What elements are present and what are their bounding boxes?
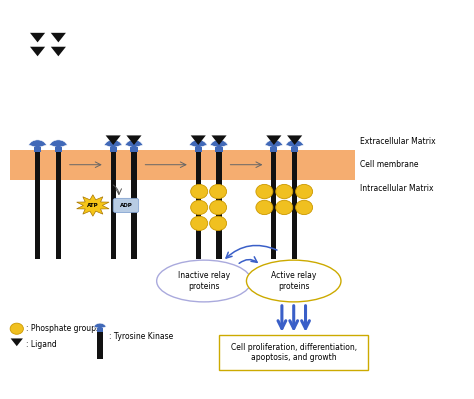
Text: : Phosphate groups: : Phosphate groups bbox=[26, 324, 100, 333]
Text: Cell membrane: Cell membrane bbox=[360, 160, 419, 169]
FancyBboxPatch shape bbox=[97, 329, 102, 359]
Polygon shape bbox=[106, 135, 121, 145]
FancyBboxPatch shape bbox=[196, 148, 201, 259]
Ellipse shape bbox=[246, 260, 341, 302]
Text: : Tyrosine Kinase: : Tyrosine Kinase bbox=[109, 332, 173, 341]
Wedge shape bbox=[190, 140, 207, 148]
FancyBboxPatch shape bbox=[195, 147, 202, 152]
Polygon shape bbox=[30, 47, 45, 56]
Text: Inactive relay
proteins: Inactive relay proteins bbox=[178, 271, 230, 291]
Circle shape bbox=[276, 184, 293, 199]
Wedge shape bbox=[265, 140, 283, 148]
Polygon shape bbox=[266, 135, 282, 145]
Text: Intracellular Matrix: Intracellular Matrix bbox=[360, 184, 433, 193]
Polygon shape bbox=[127, 135, 142, 145]
FancyBboxPatch shape bbox=[216, 147, 223, 152]
Wedge shape bbox=[210, 140, 228, 148]
FancyBboxPatch shape bbox=[110, 148, 116, 259]
Wedge shape bbox=[49, 140, 67, 148]
Wedge shape bbox=[104, 140, 122, 148]
Text: Active relay
proteins: Active relay proteins bbox=[271, 271, 317, 291]
FancyBboxPatch shape bbox=[131, 148, 137, 259]
Circle shape bbox=[210, 200, 227, 215]
Polygon shape bbox=[211, 135, 227, 145]
Polygon shape bbox=[191, 135, 206, 145]
Text: Cell proliferation, differentiation,
apoptosis, and growth: Cell proliferation, differentiation, apo… bbox=[231, 343, 357, 362]
Circle shape bbox=[191, 184, 208, 199]
Ellipse shape bbox=[156, 260, 251, 302]
FancyBboxPatch shape bbox=[97, 328, 103, 332]
Text: Extracellular Matrix: Extracellular Matrix bbox=[360, 137, 436, 146]
FancyBboxPatch shape bbox=[55, 147, 62, 152]
FancyBboxPatch shape bbox=[270, 147, 277, 152]
Polygon shape bbox=[30, 33, 45, 42]
Wedge shape bbox=[286, 140, 303, 148]
Circle shape bbox=[210, 216, 227, 231]
Circle shape bbox=[256, 184, 273, 199]
Polygon shape bbox=[10, 338, 23, 346]
Polygon shape bbox=[77, 195, 109, 216]
Circle shape bbox=[191, 216, 208, 231]
FancyBboxPatch shape bbox=[291, 147, 298, 152]
FancyBboxPatch shape bbox=[34, 147, 41, 152]
FancyBboxPatch shape bbox=[217, 148, 222, 259]
Circle shape bbox=[10, 323, 23, 334]
FancyBboxPatch shape bbox=[56, 148, 61, 259]
FancyBboxPatch shape bbox=[130, 147, 137, 152]
Circle shape bbox=[296, 200, 313, 215]
FancyBboxPatch shape bbox=[271, 148, 276, 259]
Text: : Ligand: : Ligand bbox=[26, 340, 56, 349]
FancyBboxPatch shape bbox=[113, 198, 139, 213]
Wedge shape bbox=[125, 140, 143, 148]
FancyBboxPatch shape bbox=[219, 336, 368, 370]
Circle shape bbox=[210, 184, 227, 199]
Text: ATP: ATP bbox=[87, 203, 99, 208]
FancyBboxPatch shape bbox=[35, 148, 40, 259]
Polygon shape bbox=[51, 47, 66, 56]
Circle shape bbox=[256, 200, 273, 215]
Text: ADP: ADP bbox=[119, 203, 132, 208]
Circle shape bbox=[191, 200, 208, 215]
Polygon shape bbox=[287, 135, 302, 145]
FancyBboxPatch shape bbox=[109, 147, 117, 152]
Polygon shape bbox=[51, 33, 66, 42]
Wedge shape bbox=[94, 323, 106, 329]
FancyBboxPatch shape bbox=[10, 150, 355, 180]
Wedge shape bbox=[28, 140, 46, 148]
FancyBboxPatch shape bbox=[292, 148, 297, 259]
Circle shape bbox=[276, 200, 293, 215]
Circle shape bbox=[296, 184, 313, 199]
